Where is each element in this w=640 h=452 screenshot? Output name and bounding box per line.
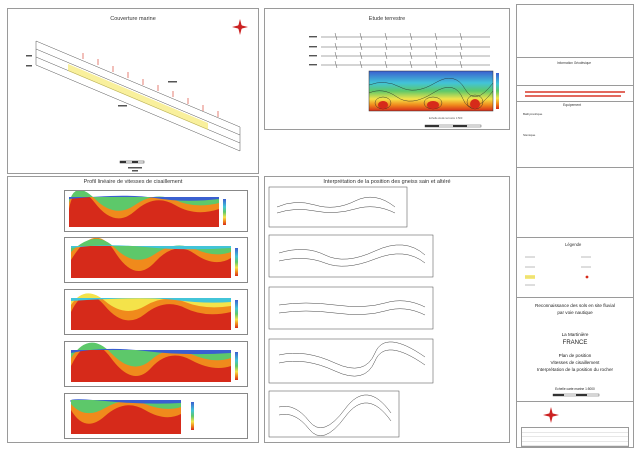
compass-icon: [232, 19, 248, 35]
marine-coverage-map: [26, 19, 248, 172]
legend-title: Légende: [565, 242, 582, 247]
plan-line-2: Vitesses de cisaillement: [550, 360, 600, 365]
scale-bar: [552, 393, 600, 397]
profiles-panel: Profil linéaire de vitesses de cisaillem…: [7, 176, 259, 443]
interpretation-panel: Interprétation de la position des gneiss…: [264, 176, 510, 443]
plan-line-1: Plan de position: [558, 353, 592, 358]
profile-2: [64, 237, 248, 283]
interpretation-profiles: [268, 186, 434, 438]
geodetic-info-title: Information Géodésique: [557, 61, 592, 65]
legend-symbols: [525, 256, 591, 286]
profiles-title: Profil linéaire de vitesses de cisaillem…: [83, 179, 183, 185]
main-title-line-1: Reconnaissance des sols en site fluvial: [535, 303, 615, 308]
title-block: Information Géodésique Equipement Bathym…: [516, 4, 634, 448]
profile-5: [64, 393, 248, 439]
map-scale: Echelle carte marine 1:5000: [555, 387, 595, 391]
profile-1: [64, 190, 248, 232]
equipment-title: Equipement: [563, 103, 582, 107]
profile-3: [64, 289, 248, 335]
site-name: La Martinière: [561, 332, 589, 337]
plan-line-3: Interprétation de la position du rocher: [536, 367, 614, 372]
profile-4: [64, 341, 248, 387]
main-title-line-2: par voie nautique: [557, 310, 593, 315]
land-study-scale: Echelle étude terrestre 1:500: [429, 117, 463, 120]
company-compass-icon: [543, 407, 559, 423]
seismic-label: Sismique: [523, 133, 536, 137]
land-study-title: Etude terrestre: [368, 16, 406, 22]
marine-coverage-title: Couverture marine: [110, 16, 156, 22]
land-study-panel: Etude terrestre: [264, 8, 510, 130]
bathymetric-label: Bathymétrique: [523, 112, 543, 116]
country-name: FRANCE: [562, 340, 588, 346]
marine-coverage-panel: Couverture marine: [7, 8, 259, 174]
land-study-map: [309, 32, 499, 128]
interpretation-title: Interprétation de la position des gneiss…: [323, 179, 451, 185]
